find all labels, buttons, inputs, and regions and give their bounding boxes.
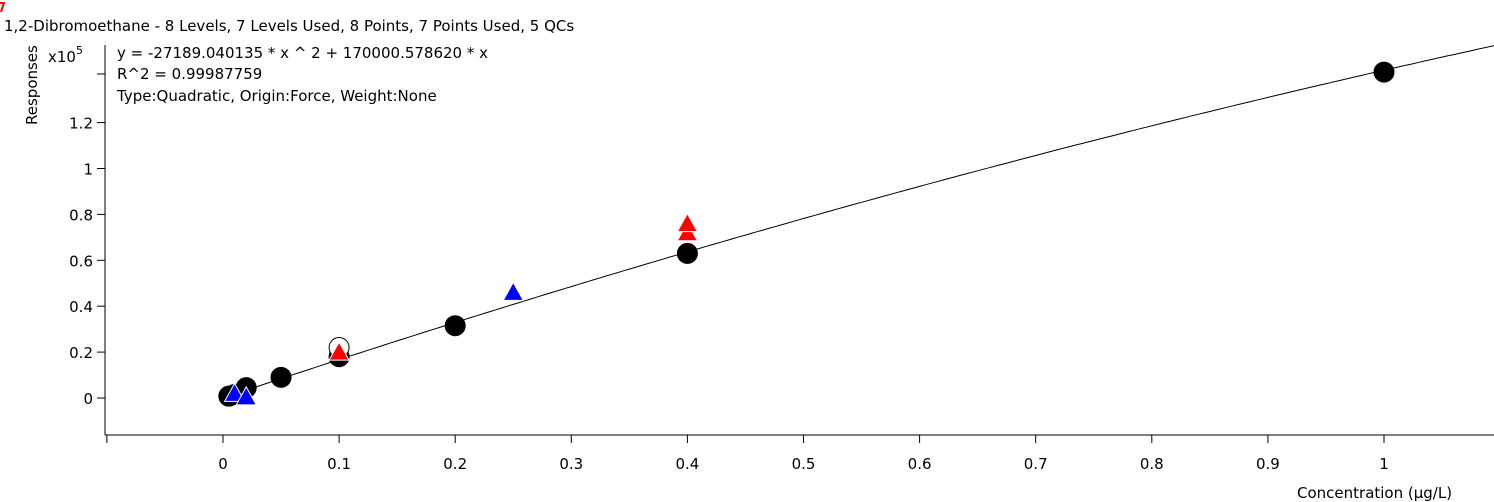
calibration-point (270, 366, 292, 388)
qc-point-red (328, 341, 350, 361)
y-multiplier-exp: 5 (76, 44, 83, 57)
x-ticks: 0 0.1 0.2 0.3 0.4 0.5 0.6 0.7 0.8 0.9 1 (106, 435, 1389, 473)
x-tick-label: 0.4 (675, 455, 699, 473)
x-tick-label: 1 (1379, 455, 1389, 473)
calibration-point (676, 242, 698, 264)
x-axis-label: Concentration (µg/L) (1297, 484, 1452, 502)
qc-point-red (676, 212, 699, 233)
x-tick-label: 0.6 (908, 455, 932, 473)
x-tick-label: 0.9 (1256, 455, 1280, 473)
y-tick-label: 1 (83, 161, 93, 179)
fit-r-squared: R^2 = 0.99987759 (117, 65, 262, 83)
qc-point-blue (223, 382, 246, 402)
qc-point-blue (502, 281, 525, 301)
y-tick-label: 0.8 (69, 206, 93, 224)
x-tick-label: 0.5 (792, 455, 816, 473)
x-tick-label: 0.3 (559, 455, 583, 473)
x-tick-label: 0.2 (443, 455, 467, 473)
data-markers (218, 61, 1395, 407)
y-tick-label: 0 (83, 390, 93, 408)
chart-title: 1,2-Dibromoethane - 8 Levels, 7 Levels U… (4, 17, 574, 35)
y-tick-label: 0.2 (69, 344, 93, 362)
x-tick-label: 0.7 (1024, 455, 1048, 473)
fit-type-info: Type:Quadratic, Origin:Force, Weight:Non… (116, 87, 437, 105)
y-ticks: 0 0.2 0.4 0.6 0.8 1 1.2 (69, 115, 105, 408)
y-multiplier: x105 (48, 44, 83, 66)
y-axis-label: Responses (23, 45, 41, 125)
y-multiplier-base: x10 (48, 48, 76, 66)
fit-equation: y = -27189.040135 * x ^ 2 + 170000.57862… (117, 44, 488, 62)
x-tick-label: 0 (218, 455, 228, 473)
y-tick-label: 1.2 (69, 115, 93, 133)
calibration-point (444, 315, 466, 337)
calibration-point (1373, 61, 1395, 83)
x-tick-label: 0.8 (1140, 455, 1164, 473)
qc-point-blue (235, 385, 258, 406)
corner-marker (0, 2, 6, 13)
y-tick-label: 0.4 (69, 298, 93, 316)
fit-curve (222, 45, 1494, 399)
x-tick-label: 0.1 (327, 455, 351, 473)
y-tick-label: 0.6 (69, 252, 93, 270)
